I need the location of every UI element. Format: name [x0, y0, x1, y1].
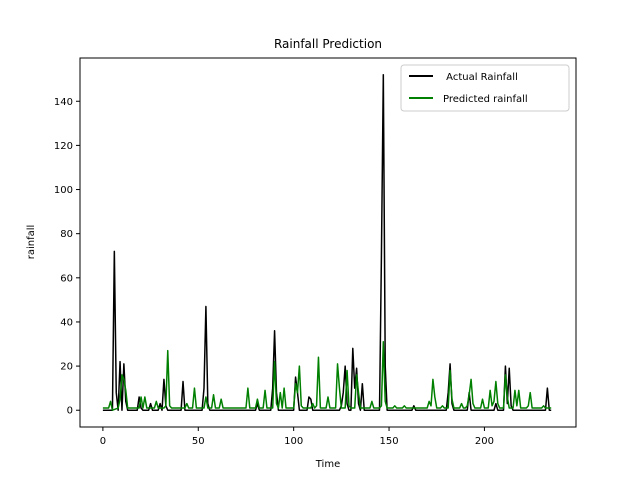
y-tick-label: 60: [60, 273, 73, 284]
y-tick-label: 20: [60, 362, 73, 373]
x-axis: 0 50 100 150 200: [100, 427, 494, 447]
plot-frame: [79, 57, 577, 428]
legend-label-actual: Actual Rainfall: [443, 72, 518, 83]
legend-label-predicted: Predicted rainfall: [443, 94, 528, 105]
y-tick-label: 0: [67, 406, 73, 417]
y-axis: 0 20 40 60 80 100 120 140: [54, 97, 80, 417]
y-tick-label: 40: [60, 317, 73, 328]
legend: Actual Rainfall Predicted rainfall: [400, 64, 570, 112]
plot-area: [80, 58, 576, 427]
y-tick-label: 80: [60, 229, 73, 240]
series-line-0: [102, 74, 552, 411]
x-tick-label: 50: [192, 436, 205, 447]
x-tick-label: 200: [475, 436, 494, 447]
legend-box: [400, 64, 570, 112]
x-tick-label: 0: [100, 436, 106, 447]
y-axis-label: rainfall: [26, 225, 37, 260]
x-axis-label: Time: [315, 459, 340, 470]
x-tick-label: 100: [284, 436, 303, 447]
series-layer: [102, 74, 552, 411]
y-tick-label: 100: [54, 185, 73, 196]
chart-title: Rainfall Prediction: [274, 37, 382, 51]
series-line-1: [102, 341, 552, 411]
y-tick-label: 120: [54, 141, 73, 152]
y-tick-label: 140: [54, 97, 73, 108]
x-tick-label: 150: [379, 436, 398, 447]
